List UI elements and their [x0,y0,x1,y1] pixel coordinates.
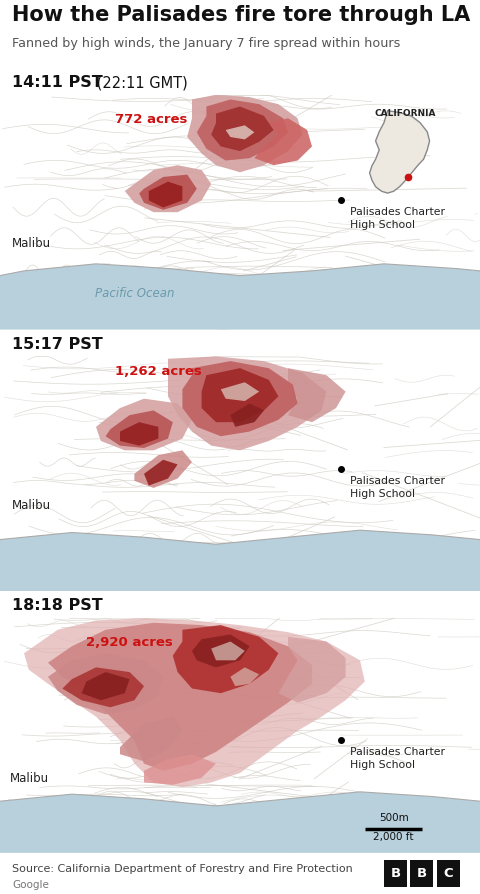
Text: 18:18 PST: 18:18 PST [12,598,103,613]
Polygon shape [288,368,346,422]
Polygon shape [120,422,158,445]
Text: Pacific Ocean: Pacific Ocean [95,287,174,299]
Polygon shape [48,654,163,714]
Polygon shape [106,410,173,448]
Polygon shape [149,181,182,207]
Text: Palisades Charter
High School: Palisades Charter High School [350,207,445,231]
Text: Google: Google [12,880,49,890]
Polygon shape [82,672,130,700]
Text: (22:11 GMT): (22:11 GMT) [92,75,188,90]
Text: 2,920 acres: 2,920 acres [86,637,173,649]
Text: 772 acres: 772 acres [115,113,188,126]
Polygon shape [0,264,480,330]
Polygon shape [0,792,480,853]
Polygon shape [48,623,312,771]
Text: 14:11 PST: 14:11 PST [12,75,103,90]
Text: B: B [390,866,401,880]
Text: 15:17 PST: 15:17 PST [12,337,103,352]
Text: 1,262 acres: 1,262 acres [115,365,202,378]
Text: Palisades Charter
High School: Palisades Charter High School [350,477,445,499]
Polygon shape [134,451,192,488]
Polygon shape [226,125,254,139]
Polygon shape [168,357,326,451]
Polygon shape [0,530,480,591]
Polygon shape [144,460,178,485]
Polygon shape [182,361,298,436]
Polygon shape [230,403,264,426]
Text: CALIFORNIA: CALIFORNIA [375,109,436,118]
Text: Palisades Charter
High School: Palisades Charter High School [350,747,445,770]
Text: Malibu: Malibu [12,499,51,512]
Text: Source: California Department of Forestry and Fire Protection: Source: California Department of Forestr… [12,864,353,873]
Text: B: B [417,866,427,880]
Polygon shape [221,383,259,401]
Polygon shape [62,667,144,707]
Text: 500m: 500m [379,814,408,823]
Text: How the Palisades fire tore through LA: How the Palisades fire tore through LA [12,5,470,25]
Polygon shape [192,635,250,667]
Polygon shape [139,174,197,210]
Polygon shape [144,755,216,785]
Polygon shape [211,106,274,151]
Polygon shape [173,625,278,693]
Polygon shape [211,642,245,661]
Polygon shape [254,118,312,165]
Text: C: C [444,866,453,880]
FancyBboxPatch shape [384,860,407,887]
Polygon shape [125,165,211,212]
Text: Malibu: Malibu [12,238,51,250]
Polygon shape [187,95,302,173]
Polygon shape [24,618,365,787]
FancyBboxPatch shape [437,860,460,887]
Text: Malibu: Malibu [10,772,49,786]
Polygon shape [230,667,259,687]
Text: 2,000 ft: 2,000 ft [373,832,414,842]
Polygon shape [120,717,182,762]
Polygon shape [96,399,192,451]
Text: Fanned by high winds, the January 7 fire spread within hours: Fanned by high winds, the January 7 fire… [12,38,400,50]
Polygon shape [278,637,346,703]
Polygon shape [197,99,288,161]
FancyBboxPatch shape [410,860,433,887]
Polygon shape [202,368,278,422]
Polygon shape [370,111,430,193]
